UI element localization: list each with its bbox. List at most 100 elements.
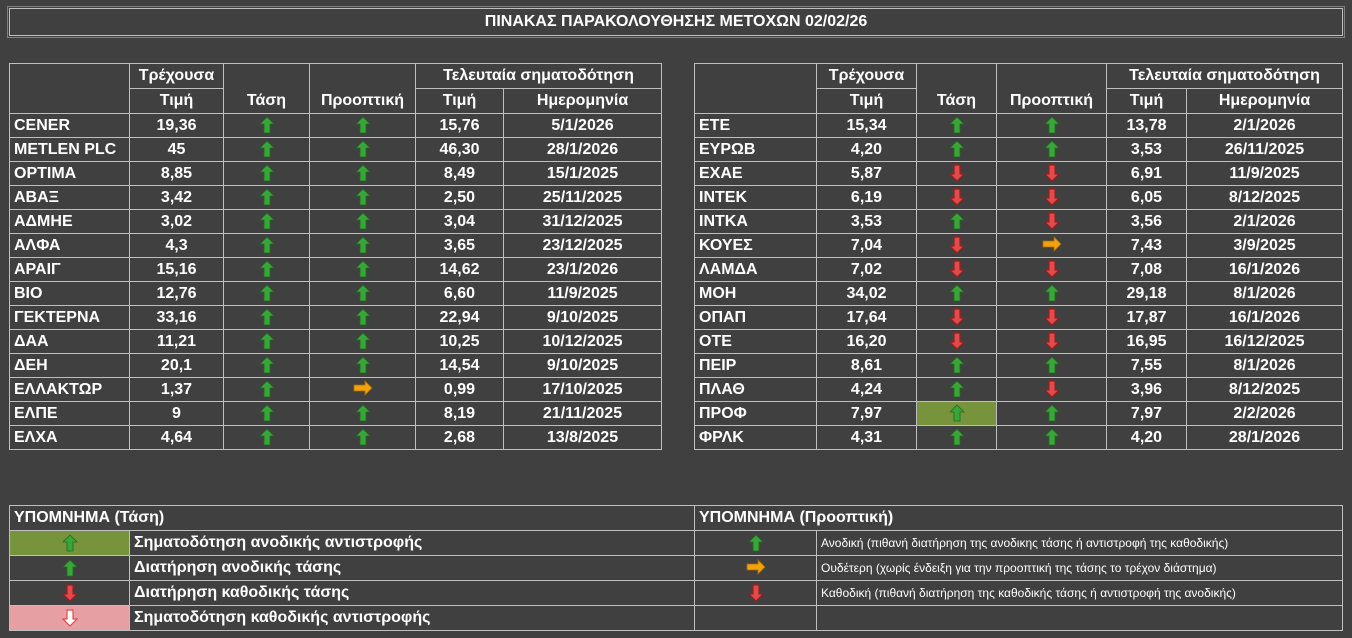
trend-cell [223, 329, 310, 354]
signal-price: 7,08 [1106, 257, 1187, 282]
arrow-up-icon [948, 428, 965, 446]
outlook-cell [996, 377, 1107, 402]
current-price: 7,04 [816, 233, 917, 258]
table-row: ΕΛΠΕ 9 8,19 21/11/2025 [9, 401, 662, 426]
trend-cell [223, 353, 310, 378]
outlook-cell [309, 137, 416, 162]
table-row: ΟΠΑΠ 17,64 17,87 16/1/2026 [694, 305, 1343, 330]
arrow-up-icon [354, 428, 371, 446]
legend-icon-cell [9, 580, 130, 606]
arrow-right-icon [353, 380, 373, 398]
outlook-cell [996, 137, 1107, 162]
stock-name: ΑΒΑΞ [9, 185, 130, 210]
legend-trend-title: ΥΠΟΜΝΗΜΑ (Τάση) [8, 505, 696, 531]
table-row: ΙΝΤΚΑ 3,53 3,56 2/1/2026 [694, 209, 1343, 234]
current-price: 19,36 [129, 113, 224, 138]
trend-cell [916, 185, 997, 210]
signal-price: 7,55 [1106, 353, 1187, 378]
outlook-cell [996, 305, 1107, 330]
signal-price: 2,68 [415, 425, 504, 450]
legend-item: Σηματοδότηση ανοδικής αντιστροφής [9, 530, 696, 556]
arrow-down-icon [1043, 212, 1060, 231]
outlook-cell [996, 353, 1107, 378]
arrow-up-icon [258, 308, 275, 326]
outlook-cell [309, 209, 416, 234]
table-row: CENER 19,36 15,76 5/1/2026 [9, 113, 662, 138]
legend-icon-cell [694, 530, 817, 556]
arrow-up-icon [1043, 404, 1060, 422]
stock-name: ΕΥΡΩΒ [694, 137, 817, 162]
stocks-table-right: Τρέχουσα Τάση Προοπτική Τελευταία σηματο… [694, 63, 1343, 450]
outlook-cell [309, 233, 416, 258]
stock-name: CENER [9, 113, 130, 138]
arrow-up-icon [258, 332, 275, 350]
stock-name: ΟΡΤΙΜΑ [9, 161, 130, 186]
stocks-table-left: Τρέχουσα Τάση Προοπτική Τελευταία σηματο… [9, 63, 662, 450]
outlook-cell [996, 329, 1107, 354]
signal-date: 9/10/2025 [503, 353, 662, 378]
trend-cell [916, 401, 997, 426]
current-price: 12,76 [129, 281, 224, 306]
table-row: ΟΤΕ 16,20 16,95 16/12/2025 [694, 329, 1343, 354]
stock-name: ΟΤΕ [694, 329, 817, 354]
signal-date: 25/11/2025 [503, 185, 662, 210]
trend-cell [223, 257, 310, 282]
col-header-current-2: Τιμή [129, 88, 224, 114]
legend-item: Ουδέτερη (χωρίς ένδειξη για την προοπτικ… [694, 555, 1343, 581]
table-row: ΒΙΟ 12,76 6,60 11/9/2025 [9, 281, 662, 306]
current-price: 16,20 [816, 329, 917, 354]
signal-price: 22,94 [415, 305, 504, 330]
table-row: ΑΒΑΞ 3,42 2,50 25/11/2025 [9, 185, 662, 210]
arrow-down-icon [61, 584, 78, 602]
signal-date: 2/2/2026 [1186, 401, 1343, 426]
table-row: ΔΕΗ 20,1 14,54 9/10/2025 [9, 353, 662, 378]
signal-date: 5/1/2026 [503, 113, 662, 138]
signal-price: 7,97 [1106, 401, 1187, 426]
outlook-cell [996, 113, 1107, 138]
signal-price: 15,76 [415, 113, 504, 138]
col-header-current-1: Τρέχουσα [816, 63, 917, 89]
arrow-up-icon [258, 404, 275, 422]
outlook-cell [996, 209, 1107, 234]
page-title: ΠΙΝΑΚΑΣ ΠΑΡΑΚΟΛΟΥΘΗΣΗΣ ΜΕΤΟΧΩΝ 02/02/26 [7, 6, 1345, 38]
arrow-up-icon [747, 534, 764, 552]
signal-price: 46,30 [415, 137, 504, 162]
arrow-up-icon [61, 534, 78, 552]
current-price: 3,42 [129, 185, 224, 210]
current-price: 34,02 [816, 281, 917, 306]
signal-price: 4,20 [1106, 425, 1187, 450]
arrow-down-icon [948, 308, 965, 327]
outlook-cell [309, 281, 416, 306]
current-price: 11,21 [129, 329, 224, 354]
legend-icon-cell [694, 580, 817, 606]
legend-outlook: ΥΠΟΜΝΗΜΑ (Προοπτική) Ανοδική (πιθανή δια… [694, 505, 1343, 631]
stock-name: ΓΕΚΤΕΡΝΑ [9, 305, 130, 330]
trend-cell [916, 113, 997, 138]
signal-price: 3,04 [415, 209, 504, 234]
trend-cell [916, 353, 997, 378]
signal-date: 9/10/2025 [503, 305, 662, 330]
arrow-up-icon [948, 140, 965, 158]
outlook-cell [996, 185, 1107, 210]
arrow-up-icon [1043, 356, 1060, 374]
legend-icon-cell [694, 555, 817, 581]
arrow-down-icon [948, 188, 965, 207]
table-row: ΠΡΟΦ 7,97 7,97 2/2/2026 [694, 401, 1343, 426]
outlook-cell [996, 161, 1107, 186]
signal-date: 8/1/2026 [1186, 353, 1343, 378]
signal-date: 11/9/2025 [503, 281, 662, 306]
outlook-cell [309, 185, 416, 210]
current-price: 15,34 [816, 113, 917, 138]
current-price: 7,02 [816, 257, 917, 282]
trend-cell [223, 185, 310, 210]
table-row: ΕΥΡΩΒ 4,20 3,53 26/11/2025 [694, 137, 1343, 162]
outlook-cell [309, 257, 416, 282]
trend-cell [916, 377, 997, 402]
arrow-down-icon [1043, 308, 1060, 327]
arrow-up-icon [258, 164, 275, 182]
arrow-up-icon [258, 140, 275, 158]
empty-cell [816, 605, 1343, 631]
col-header-date: Ημερομηνία [503, 88, 662, 114]
arrow-up-icon [258, 188, 275, 206]
arrow-up-icon [258, 428, 275, 446]
